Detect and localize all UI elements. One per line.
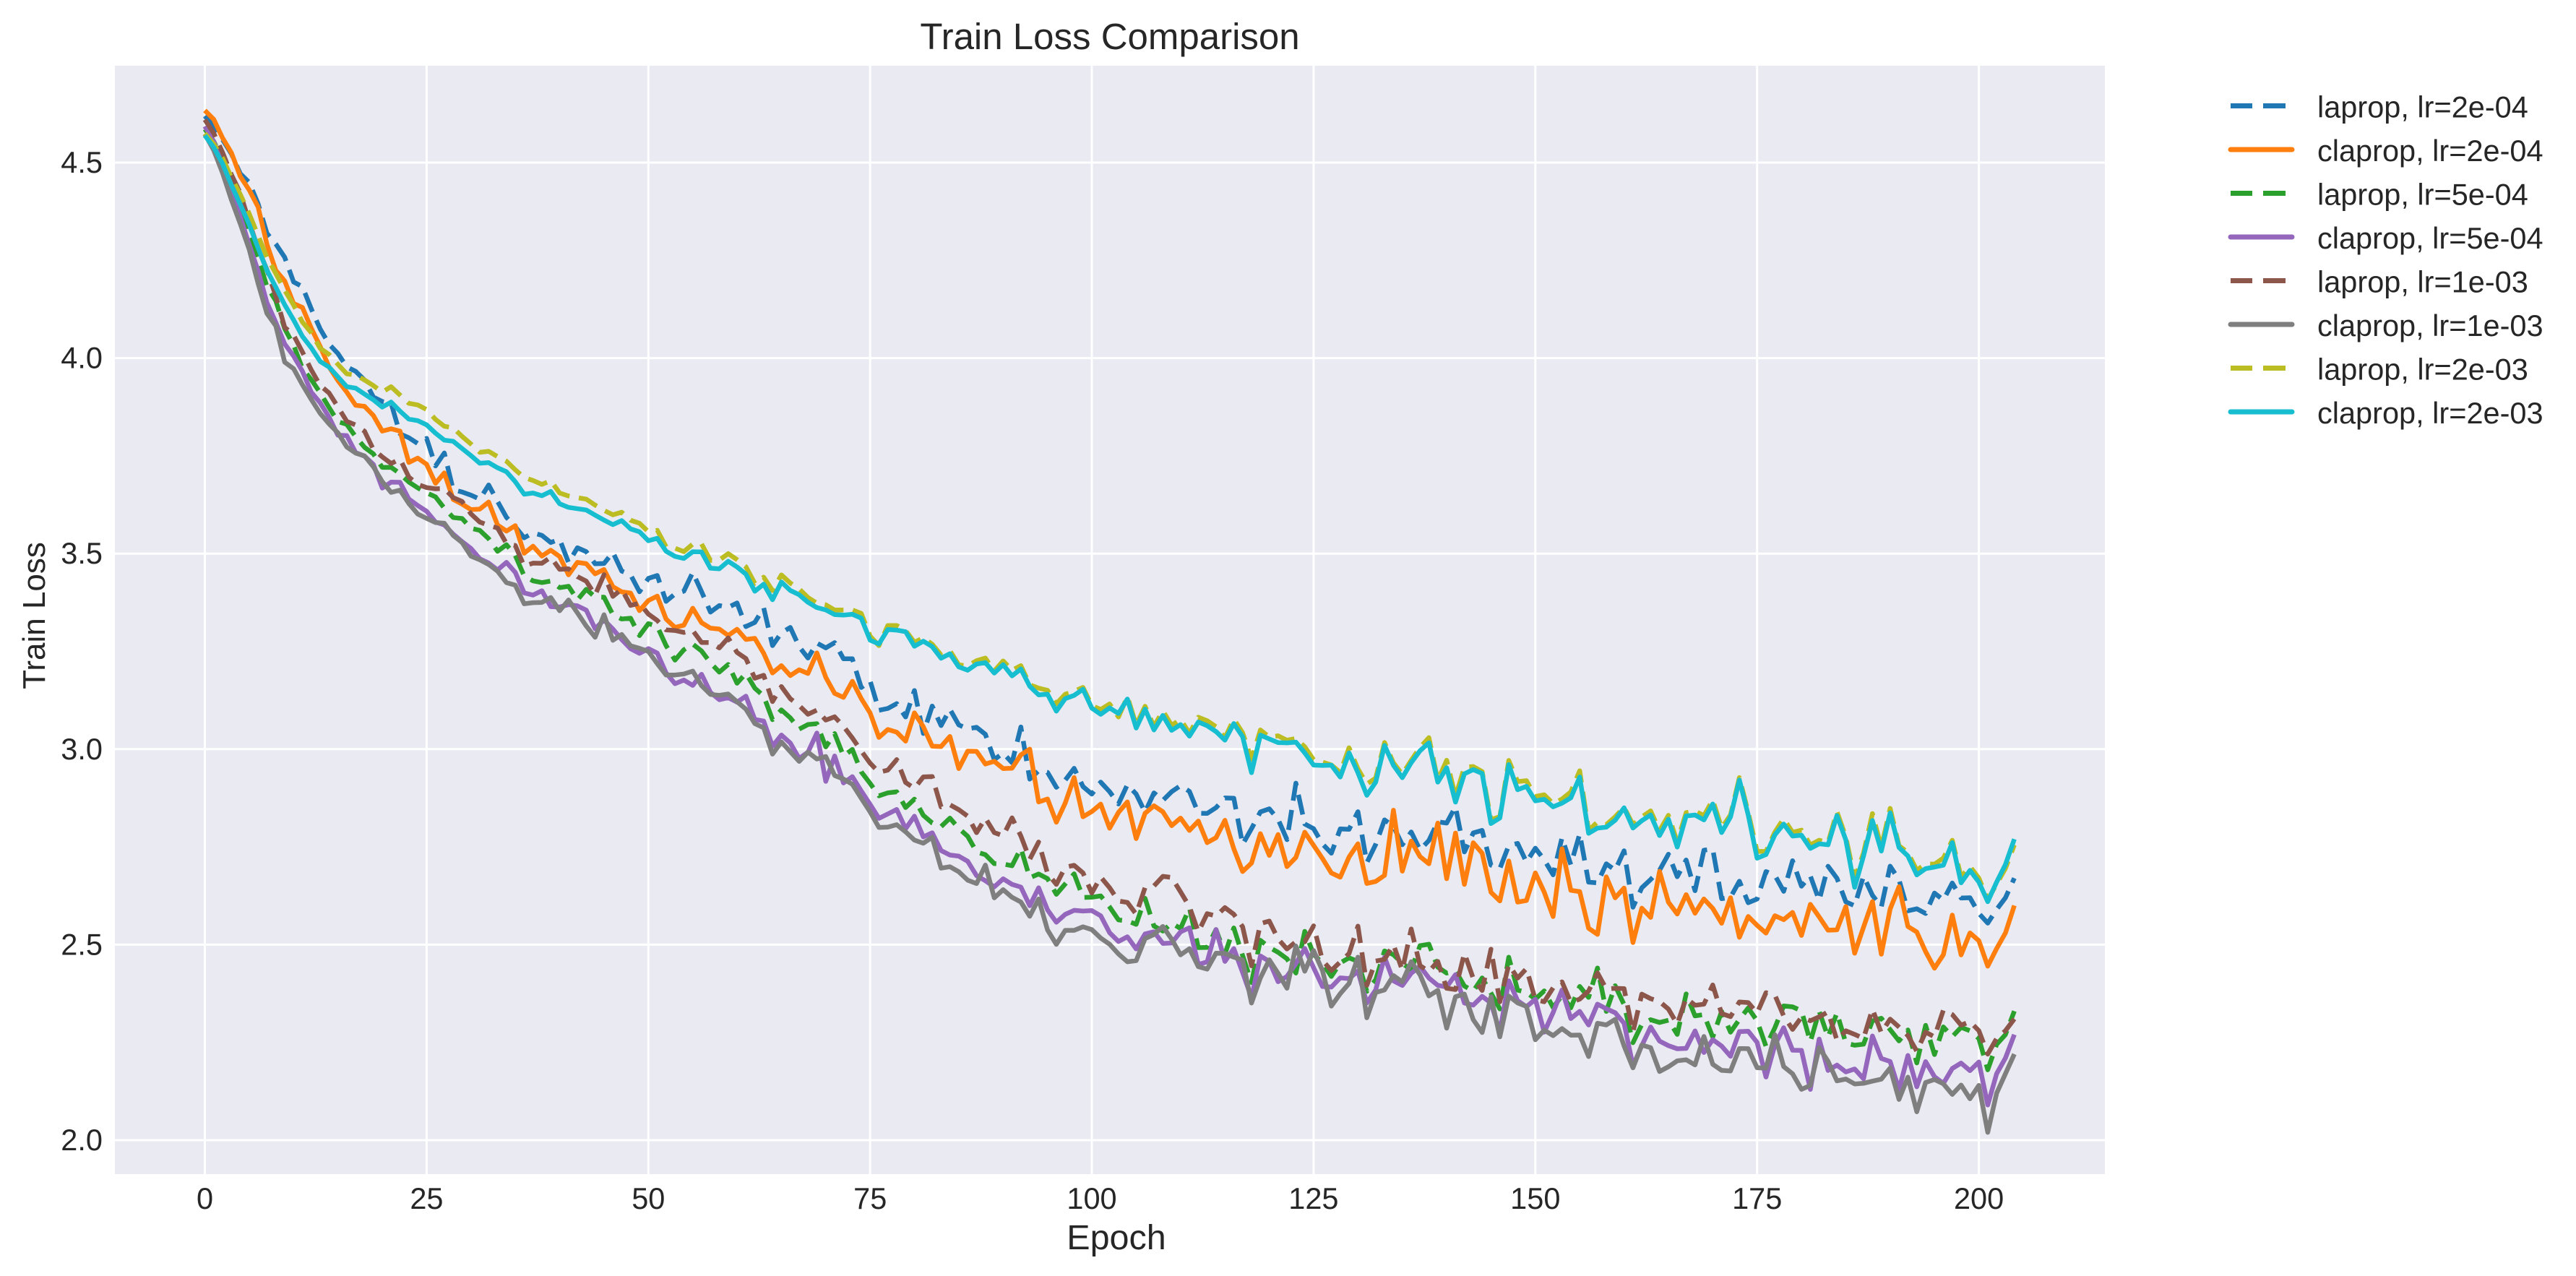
- svg-text:3.5: 3.5: [61, 536, 103, 570]
- svg-text:laprop, lr=2e-04: laprop, lr=2e-04: [2317, 90, 2528, 124]
- svg-text:25: 25: [410, 1181, 443, 1215]
- svg-text:laprop, lr=5e-04: laprop, lr=5e-04: [2317, 178, 2528, 212]
- svg-text:laprop, lr=1e-03: laprop, lr=1e-03: [2317, 265, 2528, 299]
- svg-text:125: 125: [1288, 1181, 1338, 1215]
- svg-text:Train Loss: Train Loss: [17, 542, 52, 689]
- svg-text:laprop, lr=2e-03: laprop, lr=2e-03: [2317, 353, 2528, 387]
- svg-text:200: 200: [1954, 1181, 2004, 1215]
- svg-text:150: 150: [1510, 1181, 1560, 1215]
- svg-text:4.0: 4.0: [61, 341, 103, 375]
- svg-text:claprop, lr=5e-04: claprop, lr=5e-04: [2317, 221, 2543, 255]
- svg-text:100: 100: [1067, 1181, 1116, 1215]
- svg-text:50: 50: [632, 1181, 665, 1215]
- svg-text:claprop, lr=2e-04: claprop, lr=2e-04: [2317, 134, 2543, 168]
- svg-text:Epoch: Epoch: [1067, 1218, 1166, 1257]
- svg-text:claprop, lr=1e-03: claprop, lr=1e-03: [2317, 309, 2543, 342]
- svg-text:2.5: 2.5: [61, 927, 103, 961]
- svg-text:2.0: 2.0: [61, 1123, 103, 1157]
- svg-text:0: 0: [197, 1181, 213, 1215]
- svg-text:4.5: 4.5: [61, 145, 103, 179]
- svg-text:175: 175: [1732, 1181, 1782, 1215]
- svg-text:Train Loss Comparison: Train Loss Comparison: [920, 16, 1299, 57]
- svg-text:75: 75: [853, 1181, 887, 1215]
- svg-text:claprop, lr=2e-03: claprop, lr=2e-03: [2317, 396, 2543, 430]
- svg-text:3.0: 3.0: [61, 732, 103, 766]
